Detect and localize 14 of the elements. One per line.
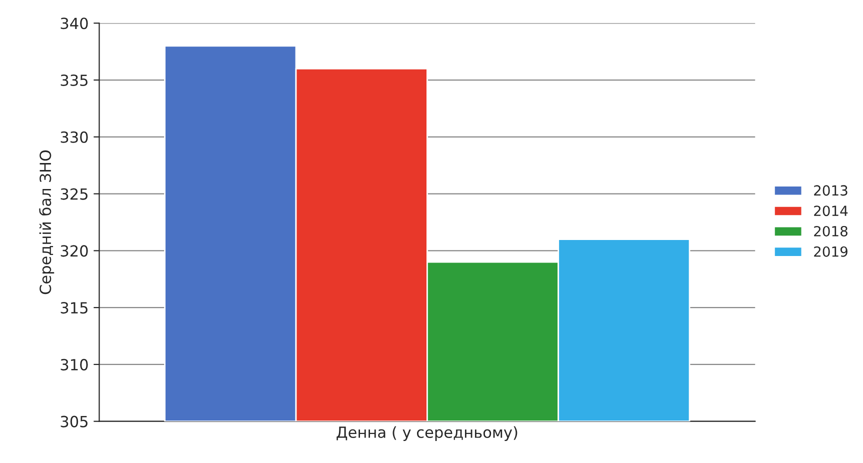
y-tick-label: 305 [60, 416, 88, 428]
legend-label: 2019 [814, 246, 848, 257]
legend-label: 2014 [814, 206, 848, 216]
y-tick-label: 340 [60, 18, 88, 30]
y-tick-label: 310 [60, 358, 88, 370]
x-tick-label: Денна ( у середньому) [336, 426, 518, 441]
y-tick-label: 320 [60, 245, 88, 257]
y-axis-title: Середній бал ЗНО [39, 150, 54, 294]
y-tick-label: 335 [60, 74, 88, 86]
legend-label: 2013 [814, 185, 848, 196]
legend-label: 2018 [814, 226, 848, 236]
y-tick-label: 330 [60, 131, 88, 143]
y-tick-label: 325 [60, 188, 88, 200]
y-tick-label: 315 [60, 302, 88, 314]
